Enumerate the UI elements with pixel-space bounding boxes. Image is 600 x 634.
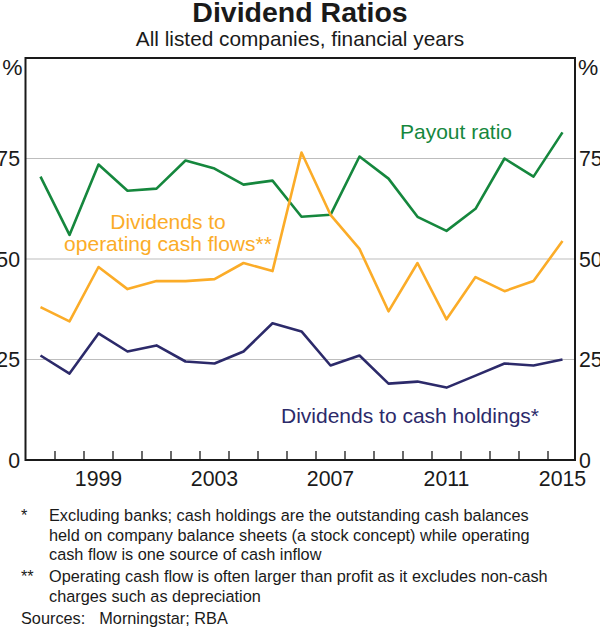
y-axis-unit-right: % — [578, 54, 598, 80]
footnote-2-line: Operating cash flow is often larger than… — [49, 567, 561, 587]
x-tick-label: 1999 — [75, 467, 122, 491]
series-label-payout-ratio: Payout ratio — [400, 120, 512, 143]
series-label-dividends-to-cash-holdings: Dividends to cash holdings* — [281, 404, 539, 427]
y-axis-unit-left: % — [2, 54, 22, 80]
x-tick-label: 2007 — [307, 467, 354, 491]
chart-figure: { "title": "Dividend Ratios", "subtitle"… — [0, 0, 600, 634]
y-tick-label-left: 0 — [8, 449, 20, 473]
x-tick-label: 2011 — [424, 467, 470, 491]
footnote-2-marker: ** — [21, 567, 34, 587]
y-tick-label-left: 75 — [0, 147, 20, 171]
sources-line: Sources: Morningstar; RBA — [21, 609, 228, 629]
series-line-dividends-to-cash-holdings — [41, 323, 563, 387]
x-tick-label: 2015 — [539, 467, 586, 491]
footnote-1-marker: * — [21, 506, 27, 526]
y-tick-label-right: 75 — [579, 147, 600, 171]
y-tick-label-right: 25 — [579, 348, 600, 372]
y-tick-label-left: 25 — [0, 348, 20, 372]
footnote-1-line: held on company balance sheets (a stock … — [49, 526, 561, 546]
footnote-2-line: charges such as depreciation — [49, 587, 561, 607]
sources-value: Morningstar; RBA — [99, 609, 228, 627]
chart-plot: 00252550507575%%19992003200720112015Payo… — [0, 0, 600, 500]
y-tick-label-left: 50 — [0, 248, 20, 272]
series-label-dividends-to-operating-cash-flows: Dividends to — [110, 210, 226, 233]
footnote-1-line: Excluding banks; cash holdings are the o… — [49, 506, 561, 526]
x-tick-label: 2003 — [191, 467, 238, 491]
sources-label: Sources: — [21, 609, 85, 627]
series-label-dividends-to-operating-cash-flows: operating cash flows** — [64, 232, 272, 255]
y-tick-label-right: 50 — [579, 248, 600, 272]
footnote-1-line: cash flow is one source of cash inflow — [49, 545, 561, 565]
